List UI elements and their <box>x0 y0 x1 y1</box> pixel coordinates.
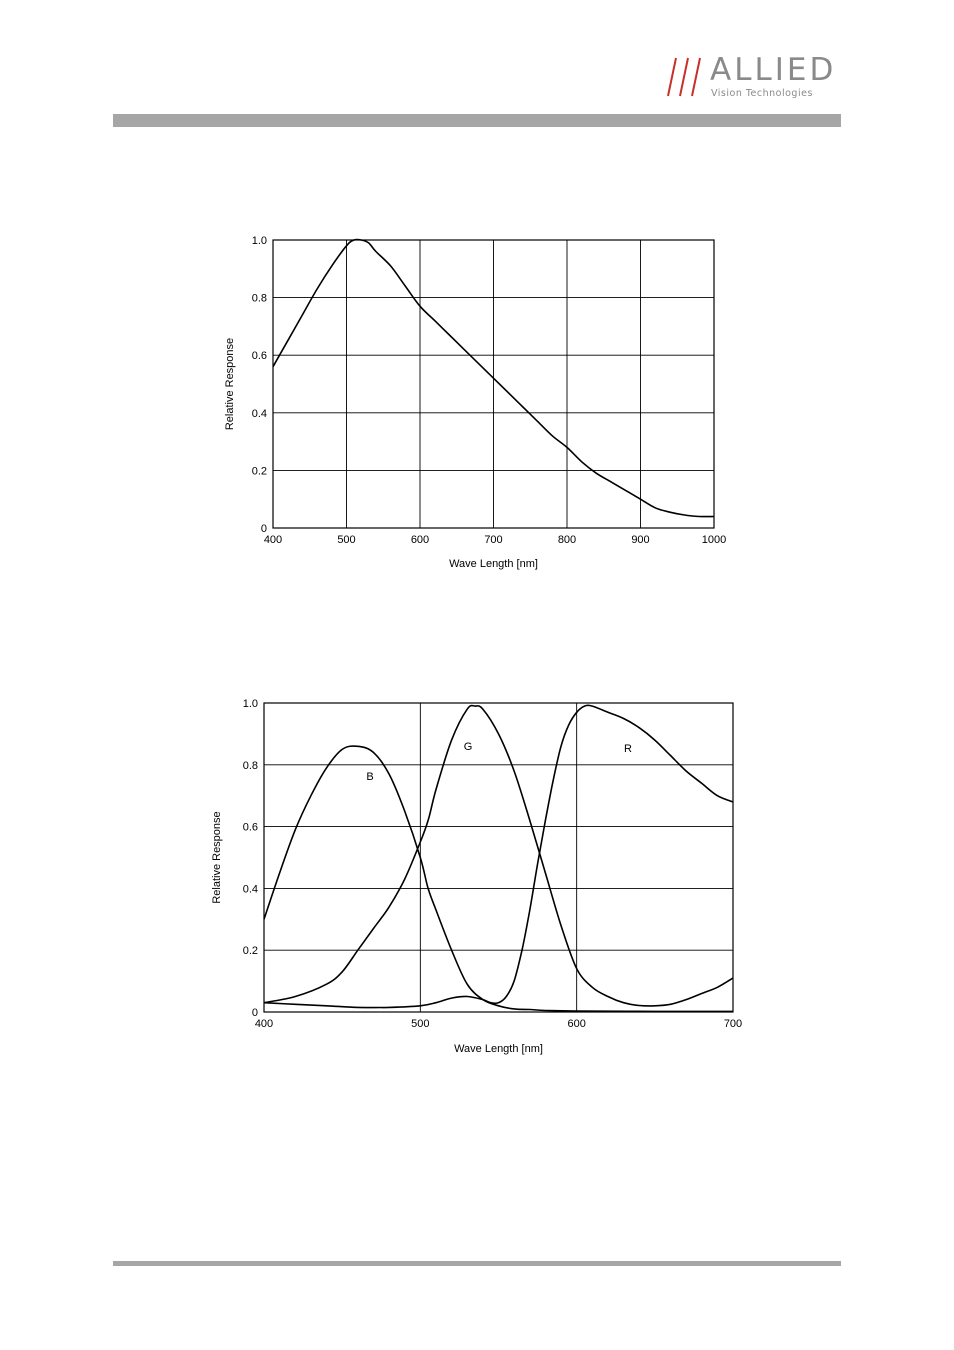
series-label-g: G <box>464 741 473 753</box>
y-tick-label: 0.2 <box>252 465 267 477</box>
footer-divider-bar <box>113 1261 841 1266</box>
series-line-r <box>263 704 734 1009</box>
y-tick-label: 0.4 <box>243 883 258 895</box>
y-axis-label: Relative Response <box>211 811 223 903</box>
x-tick-label: 500 <box>411 1018 429 1030</box>
y-tick-label: 0.6 <box>243 822 258 834</box>
y-tick-label: 0.8 <box>243 760 258 772</box>
x-tick-label: 900 <box>631 534 649 546</box>
plot-frame <box>263 702 734 1013</box>
x-tick-label: 500 <box>337 534 355 546</box>
x-tick-label: 400 <box>264 534 282 546</box>
logo-slashes-icon <box>667 57 701 97</box>
logo-slash-2 <box>679 57 689 97</box>
series-label-r: R <box>624 743 632 755</box>
y-tick-label: 0.4 <box>252 408 267 420</box>
series-line-g <box>263 704 734 1007</box>
plot-frame <box>272 239 715 529</box>
y-tick-label: 0 <box>252 1007 258 1019</box>
chart-monochrome-response: 400 500 600 700 800 900 1000 0 0.2 0.4 0.6 0.8 1.0 Wa… <box>224 235 726 570</box>
x-tick-label: 800 <box>558 534 576 546</box>
allied-logo: ALLIED Vision Technologies <box>664 52 844 102</box>
y-tick-label: 1.0 <box>243 698 258 710</box>
logo-wordmark: ALLIED <box>710 52 837 88</box>
logo-slash-1 <box>667 57 677 97</box>
y-tick-label: 0.8 <box>252 293 267 305</box>
y-tick-label: 0 <box>261 523 267 535</box>
x-axis-label: Wave Length [nm] <box>449 558 538 570</box>
x-tick-label: 600 <box>567 1018 585 1030</box>
header-divider-bar <box>113 114 841 127</box>
series-line-b <box>263 745 733 1013</box>
x-tick-label: 700 <box>484 534 502 546</box>
logo-slash-3 <box>691 57 701 97</box>
x-tick-label: 700 <box>724 1018 742 1030</box>
series-label-b: B <box>366 771 373 783</box>
x-tick-label: 400 <box>255 1018 273 1030</box>
logo-tagline: Vision Technologies <box>711 88 813 99</box>
series-line <box>272 238 715 518</box>
x-tick-label: 600 <box>411 534 429 546</box>
x-tick-label: 1000 <box>702 534 726 546</box>
y-tick-label: 1.0 <box>252 235 267 247</box>
y-tick-label: 0.2 <box>243 945 258 957</box>
chart-color-response: 400 500 600 700 0 0.2 0.4 0.6 0.8 1.0 Wave Length … <box>211 698 742 1055</box>
y-tick-label: 0.6 <box>252 350 267 362</box>
y-axis-label: Relative Response <box>224 338 236 430</box>
x-axis-label: Wave Length [nm] <box>454 1043 543 1055</box>
